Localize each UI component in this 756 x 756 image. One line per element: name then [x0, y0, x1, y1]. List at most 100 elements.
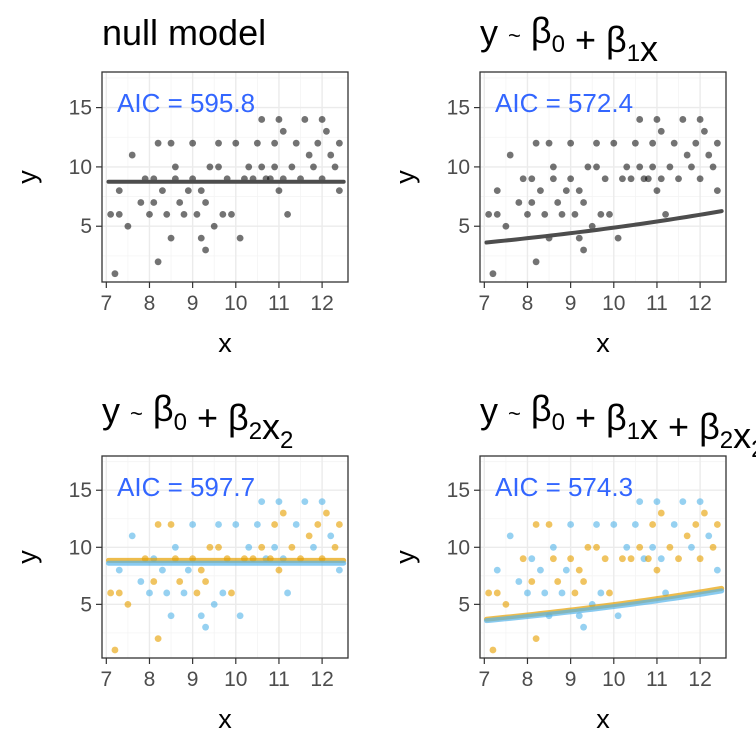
data-point — [279, 127, 287, 135]
data-point — [167, 612, 175, 620]
data-point — [288, 163, 296, 171]
y-axis-title: y — [390, 550, 420, 564]
x-tick-label: 12 — [688, 668, 711, 691]
data-point — [159, 566, 166, 574]
x-tick-label: 8 — [522, 292, 534, 315]
data-point — [627, 175, 635, 183]
gridlines — [102, 72, 348, 282]
data-point — [593, 163, 600, 171]
data-point — [284, 589, 291, 597]
data-point — [524, 210, 531, 218]
data-point — [189, 521, 197, 528]
data-point — [335, 566, 343, 574]
data-point — [696, 498, 704, 506]
y-tick-label: 5 — [458, 215, 470, 238]
data-point — [571, 210, 579, 218]
data-point — [705, 532, 713, 540]
data-point — [532, 521, 540, 528]
data-point — [159, 187, 166, 195]
panel-4: 7 8 9 10 11 12 5 10 15 x y AIC = 574.3 y ~ β0 + β1x … — [390, 388, 756, 734]
data-point — [171, 543, 179, 551]
points — [485, 116, 721, 278]
data-point — [197, 566, 205, 574]
data-point — [575, 187, 583, 195]
data-point — [588, 222, 596, 230]
data-point — [314, 139, 322, 147]
data-point — [696, 175, 704, 183]
data-point — [506, 151, 514, 159]
data-point — [485, 589, 493, 597]
data-point — [275, 116, 283, 123]
data-point — [549, 555, 557, 563]
data-point — [675, 555, 682, 563]
data-point — [675, 175, 682, 183]
x-tick-label: 12 — [688, 292, 711, 315]
y-axis-title: y — [12, 550, 42, 564]
data-point — [215, 163, 222, 171]
data-point — [528, 555, 536, 563]
data-point — [670, 139, 678, 147]
data-point — [193, 589, 201, 597]
data-point — [636, 498, 644, 506]
data-point — [146, 210, 153, 218]
data-point — [541, 210, 549, 218]
data-point — [701, 509, 708, 517]
data-point — [271, 521, 279, 528]
data-point — [314, 521, 322, 528]
data-point — [601, 175, 609, 183]
data-point — [137, 199, 145, 206]
x-tick-label: 9 — [565, 668, 577, 691]
x-tick-label: 12 — [310, 668, 333, 691]
x-tick-label: 7 — [478, 668, 490, 691]
y-axis-title: y — [390, 170, 420, 184]
data-point — [335, 139, 343, 147]
data-point — [549, 543, 557, 551]
data-point — [323, 509, 330, 517]
data-point — [232, 139, 240, 147]
data-point — [657, 509, 665, 517]
data-point — [580, 623, 587, 631]
data-point — [150, 199, 158, 206]
data-point — [636, 116, 644, 123]
data-point — [171, 163, 179, 171]
data-point — [623, 543, 631, 551]
data-point — [202, 246, 209, 254]
data-point — [128, 532, 136, 540]
data-point — [541, 589, 549, 597]
data-point — [666, 163, 674, 171]
x-tick-label: 7 — [100, 292, 112, 315]
data-point — [623, 163, 631, 171]
data-point — [279, 509, 287, 517]
data-point — [202, 578, 209, 585]
data-point — [493, 566, 501, 574]
data-point — [301, 498, 309, 506]
data-point — [567, 555, 575, 563]
y-axis-title: y — [12, 170, 42, 184]
data-point — [180, 210, 188, 218]
data-point — [502, 222, 510, 230]
data-point — [245, 543, 253, 551]
data-point — [688, 543, 695, 551]
data-point — [692, 139, 700, 147]
panel-border — [479, 455, 727, 659]
data-point — [236, 234, 244, 242]
data-point — [275, 498, 283, 506]
data-point — [288, 543, 296, 551]
data-point — [649, 163, 657, 171]
data-point — [228, 589, 235, 597]
gridlines — [102, 456, 348, 658]
data-point — [610, 139, 618, 147]
data-point — [532, 258, 540, 266]
data-point — [150, 578, 158, 585]
data-point — [275, 187, 283, 195]
data-point — [653, 116, 661, 123]
x-tick-label: 10 — [224, 292, 247, 315]
data-point — [696, 555, 704, 563]
data-point — [318, 116, 326, 123]
data-point — [202, 623, 209, 631]
data-point — [111, 270, 119, 278]
panel-border — [101, 455, 349, 659]
data-point — [163, 589, 171, 597]
data-point — [154, 139, 162, 147]
data-point — [575, 234, 583, 242]
